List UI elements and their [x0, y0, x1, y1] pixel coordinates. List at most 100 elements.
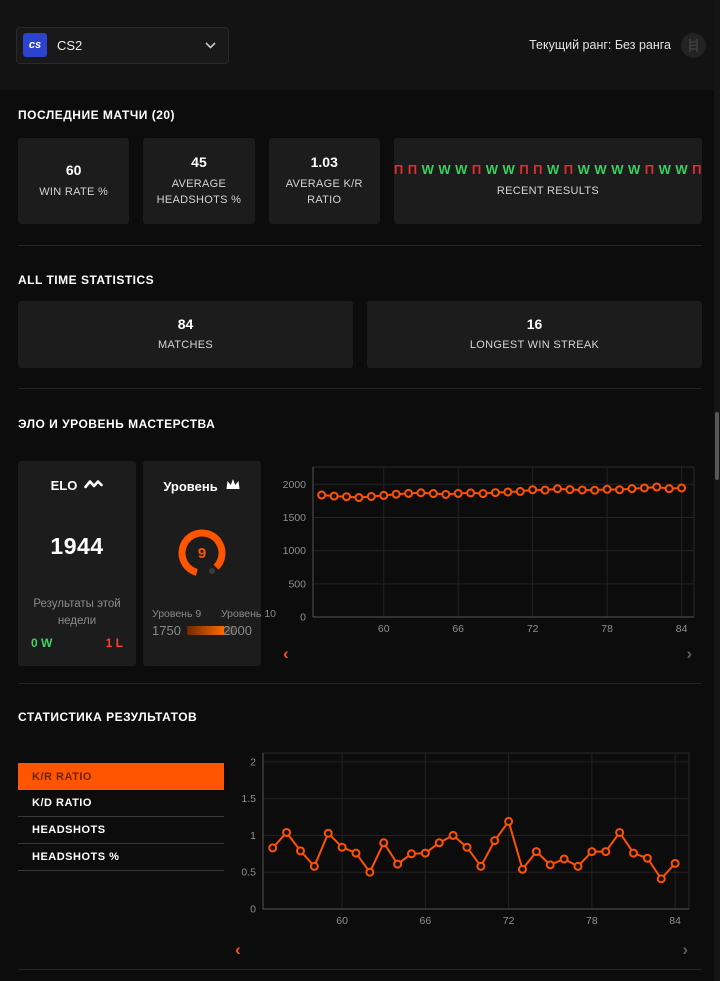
matches-value: 84	[177, 315, 194, 332]
divider	[18, 683, 702, 684]
svg-text:1000: 1000	[283, 545, 307, 557]
win-rate-card: 60 WIN RATE %	[18, 138, 130, 224]
elo-trend-icon	[84, 478, 104, 493]
page-scrollbar[interactable]	[714, 0, 720, 981]
svg-text:60: 60	[336, 915, 348, 927]
divider	[18, 388, 702, 389]
top-bar: cs CS2 Текущий ранг: Без ранга	[0, 0, 720, 90]
win-streak-card: 16 LONGEST WIN STREAK	[367, 301, 702, 368]
avg-headshots-card: 45 AVERAGE HEADSHOTS %	[143, 138, 255, 224]
level-progress-bar	[186, 626, 236, 635]
current-rank: Текущий ранг: Без ранга	[529, 32, 706, 58]
tab-kr-ratio[interactable]: K/R RATIO	[18, 763, 224, 790]
match-result: П	[644, 162, 655, 178]
crown-icon	[225, 478, 241, 494]
matches-label: MATCHES	[157, 338, 214, 351]
tab-kd-ratio[interactable]: K/D RATIO	[18, 790, 224, 817]
kr-chart-panel: 0 0.5 1 1.5 2 60 66 72 78 84 ‹ ›	[229, 741, 702, 959]
match-result: W	[547, 162, 560, 178]
match-result: П	[519, 162, 530, 178]
game-selector-dropdown[interactable]: cs CS2	[16, 26, 229, 64]
elo-history-chart[interactable]: 0 500 1000 1500 2000 60 66 72 78 84	[275, 461, 702, 643]
match-result: W	[438, 162, 452, 178]
avg-kr-value: 1.03	[310, 153, 338, 170]
svg-text:500: 500	[288, 578, 306, 590]
svg-text:0: 0	[300, 612, 306, 624]
match-result: W	[455, 162, 468, 178]
svg-text:0: 0	[250, 904, 256, 916]
svg-text:1.5: 1.5	[241, 793, 256, 805]
all-time-title: ALL TIME STATISTICS	[18, 273, 155, 287]
current-level-elo: 1750	[152, 623, 181, 638]
svg-text:78: 78	[601, 623, 613, 635]
stat-tabs: K/R RATIO K/D RATIO HEADSHOTS HEADSHOTS …	[18, 763, 224, 957]
week-losses: 1 L	[105, 635, 123, 650]
elo-section-title: ЭЛО И УРОВЕНЬ МАСТЕРСТВА	[18, 417, 216, 431]
avg-kr-card: 1.03 AVERAGE K/R RATIO	[268, 138, 380, 224]
recent-matches-cards: 60 WIN RATE % 45 AVERAGE HEADSHOTS % 1.0…	[18, 138, 703, 224]
svg-text:84: 84	[669, 915, 681, 927]
game-selector-value: CS2	[57, 37, 83, 53]
current-rank-label: Текущий ранг: Без ранга	[529, 38, 671, 52]
all-time-cards: 84 MATCHES 16 LONGEST WIN STREAK	[18, 301, 702, 368]
cs2-logo-icon: cs	[23, 33, 47, 57]
svg-text:66: 66	[452, 623, 464, 635]
match-result: W	[577, 162, 591, 178]
match-result: П	[563, 162, 574, 178]
tab-headshots[interactable]: HEADSHOTS	[18, 817, 224, 844]
level-progress-fill	[186, 626, 225, 635]
chevron-left-icon[interactable]: ‹	[235, 940, 241, 959]
recent-results-label: RECENT RESULTS	[496, 185, 600, 198]
level-value: 9	[197, 544, 207, 562]
matches-card: 84 MATCHES	[18, 301, 353, 368]
kr-ratio-chart[interactable]: 0 0.5 1 1.5 2 60 66 72 78 84	[229, 741, 699, 939]
week-results-label: Результаты этой недели	[33, 598, 121, 628]
match-result: W	[485, 162, 499, 178]
level-gauge: 9	[175, 526, 229, 580]
svg-text:72: 72	[503, 915, 515, 927]
results-stats-title: СТАТИСТИКА РЕЗУЛЬТАТОВ	[18, 710, 198, 724]
match-result: W	[421, 162, 435, 178]
match-result: W	[675, 162, 689, 178]
chevron-right-icon[interactable]: ›	[686, 644, 692, 663]
svg-text:1500: 1500	[283, 512, 307, 524]
svg-text:84: 84	[676, 623, 688, 635]
next-level-elo: 2000	[223, 623, 252, 638]
win-streak-value: 16	[526, 315, 543, 332]
svg-text:72: 72	[527, 623, 539, 635]
rank-badge-icon	[681, 32, 706, 58]
avg-headshots-value: 45	[191, 153, 207, 170]
level-card: Уровень 9 Уровень 9 Уровень 10	[143, 461, 276, 666]
elo-chart-panel: 0 500 1000 1500 2000 60 66 72 78 84 ‹ ›	[268, 461, 702, 666]
match-result: W	[502, 162, 516, 178]
recent-matches-title: ПОСЛЕДНИЕ МАТЧИ (20)	[18, 108, 176, 122]
svg-text:66: 66	[420, 915, 432, 927]
chevron-right-icon[interactable]: ›	[682, 940, 688, 959]
svg-text:2: 2	[250, 756, 256, 768]
elo-card-title: ELO	[50, 478, 78, 493]
win-rate-label: WIN RATE %	[39, 185, 109, 198]
avg-headshots-label: AVERAGE HEADSHOTS %	[156, 177, 242, 207]
match-result: П	[393, 162, 404, 178]
avg-kr-label: AVERAGE K/R RATIO	[285, 177, 363, 207]
elo-card: ELO 1944 Результаты этой недели 0 W 1 L	[18, 461, 136, 666]
svg-text:0.5: 0.5	[241, 867, 256, 879]
match-result: П	[692, 162, 703, 178]
match-result: W	[658, 162, 672, 178]
match-result: П	[407, 162, 418, 178]
divider	[18, 245, 702, 246]
svg-text:78: 78	[586, 915, 598, 927]
match-result: W	[627, 162, 641, 178]
svg-text:1: 1	[250, 830, 256, 842]
next-level-label: Уровень 10	[220, 608, 276, 620]
chevron-left-icon[interactable]: ‹	[283, 644, 289, 663]
match-result: W	[611, 162, 624, 178]
scrollbar-thumb[interactable]	[715, 412, 719, 480]
elo-value: 1944	[50, 533, 104, 559]
win-rate-value: 60	[65, 161, 82, 178]
level-card-title: Уровень	[163, 478, 218, 494]
tab-headshots-pct[interactable]: HEADSHOTS %	[18, 844, 224, 871]
win-streak-label: LONGEST WIN STREAK	[469, 338, 600, 351]
